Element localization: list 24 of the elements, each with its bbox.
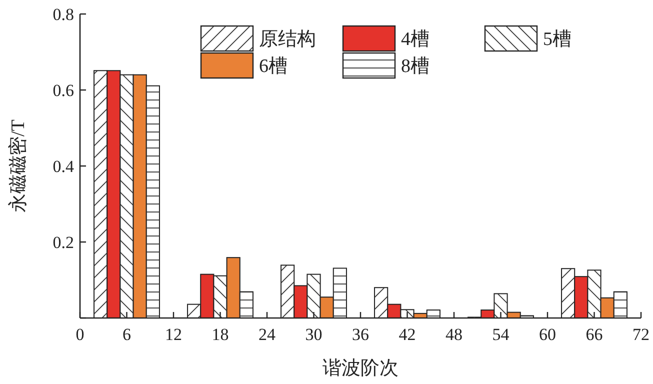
x-tick-label: 42 — [398, 325, 416, 344]
legend-label: 4槽 — [401, 29, 430, 50]
y-tick-label: 0.8 — [52, 5, 74, 24]
legend-label: 原结构 — [259, 29, 316, 50]
x-tick-label: 54 — [492, 325, 510, 344]
x-tick-label: 24 — [258, 325, 276, 344]
x-tick-label: 60 — [539, 325, 556, 344]
x-tick-label: 18 — [212, 325, 229, 344]
y-tick-label: 0.6 — [52, 81, 74, 100]
x-tick-label: 30 — [305, 325, 322, 344]
legend-label: 6槽 — [259, 56, 288, 77]
x-tick-label: 36 — [352, 325, 369, 344]
y-tick-label: 0.2 — [52, 233, 74, 252]
legend-label: 8槽 — [401, 56, 430, 77]
y-tick-label: 0.4 — [52, 157, 74, 176]
x-tick-label: 72 — [632, 325, 650, 344]
x-tick-label: 0 — [76, 325, 84, 344]
x-axis-title: 谐波阶次 — [322, 358, 398, 379]
legend-label: 5槽 — [543, 29, 572, 50]
y-axis-title: 永磁磁密/T — [7, 119, 29, 212]
x-tick-label: 6 — [122, 325, 131, 344]
x-tick-label: 48 — [446, 325, 462, 344]
x-tick-label: 66 — [586, 325, 603, 344]
x-tick-label: 12 — [165, 325, 182, 344]
